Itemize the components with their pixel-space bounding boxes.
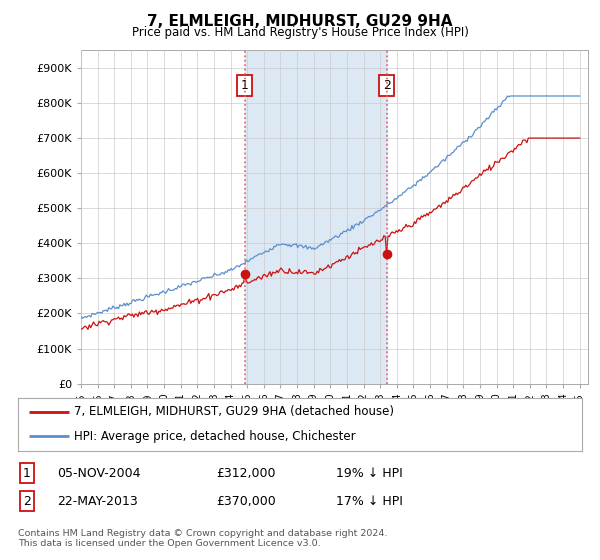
Text: £370,000: £370,000 bbox=[216, 494, 276, 508]
Text: Contains HM Land Registry data © Crown copyright and database right 2024.
This d: Contains HM Land Registry data © Crown c… bbox=[18, 529, 388, 548]
Text: 1: 1 bbox=[23, 466, 31, 480]
Text: 7, ELMLEIGH, MIDHURST, GU29 9HA (detached house): 7, ELMLEIGH, MIDHURST, GU29 9HA (detache… bbox=[74, 405, 394, 418]
Text: 1: 1 bbox=[241, 79, 248, 92]
Bar bbox=[245, 50, 386, 384]
Text: 05-NOV-2004: 05-NOV-2004 bbox=[57, 466, 140, 480]
Text: 22-MAY-2013: 22-MAY-2013 bbox=[57, 494, 138, 508]
Text: Price paid vs. HM Land Registry's House Price Index (HPI): Price paid vs. HM Land Registry's House … bbox=[131, 26, 469, 39]
Text: 17% ↓ HPI: 17% ↓ HPI bbox=[336, 494, 403, 508]
Text: 7, ELMLEIGH, MIDHURST, GU29 9HA: 7, ELMLEIGH, MIDHURST, GU29 9HA bbox=[147, 14, 453, 29]
Text: 2: 2 bbox=[383, 79, 391, 92]
Text: 19% ↓ HPI: 19% ↓ HPI bbox=[336, 466, 403, 480]
Text: £312,000: £312,000 bbox=[216, 466, 275, 480]
Text: HPI: Average price, detached house, Chichester: HPI: Average price, detached house, Chic… bbox=[74, 430, 356, 443]
Text: 2: 2 bbox=[23, 494, 31, 508]
